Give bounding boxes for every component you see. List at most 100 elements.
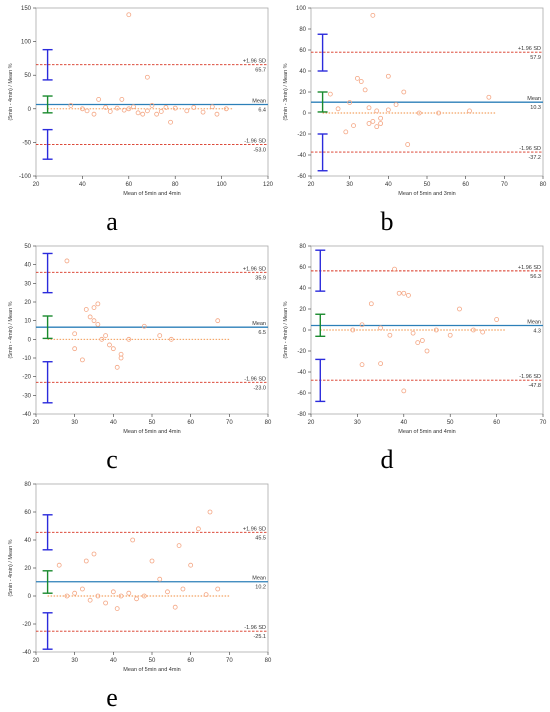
x-tick-label: 60 — [462, 182, 469, 188]
data-point — [84, 108, 90, 114]
mean-label: Mean — [252, 98, 266, 104]
data-point — [141, 323, 147, 329]
data-point — [103, 105, 108, 110]
data-point — [157, 576, 163, 582]
data-point — [114, 364, 120, 370]
data-point — [188, 562, 194, 568]
y-tick-label: 100 — [296, 6, 307, 12]
data-point — [107, 109, 113, 114]
lower-loa-value: -47.8 — [528, 383, 541, 389]
y-axis-label: (5min - 4min) / Mean % — [8, 301, 14, 358]
data-point — [149, 103, 155, 108]
data-point — [95, 301, 101, 307]
data-point — [406, 292, 411, 298]
data-point — [405, 142, 411, 147]
x-tick-label: 70 — [540, 420, 547, 426]
data-point — [114, 105, 120, 111]
y-tick-label: 60 — [299, 265, 306, 271]
lower-loa-value: -37.2 — [528, 155, 541, 161]
y-tick-label: -20 — [22, 375, 31, 381]
data-point — [393, 102, 399, 107]
data-point — [378, 325, 383, 331]
data-point — [358, 79, 364, 84]
data-point — [107, 342, 112, 348]
data-point — [103, 333, 108, 338]
data-point — [95, 322, 101, 327]
x-tick-label: 40 — [400, 420, 407, 426]
data-point — [327, 91, 333, 97]
data-point — [424, 348, 430, 354]
data-point — [126, 12, 132, 18]
data-point — [370, 12, 376, 18]
x-tick-label: 40 — [110, 658, 117, 664]
data-point — [392, 266, 397, 272]
data-point — [335, 106, 341, 112]
mean-label: Mean — [527, 96, 541, 102]
data-point — [350, 327, 356, 333]
data-point — [374, 124, 380, 130]
y-tick-label: -40 — [22, 650, 31, 656]
data-point — [168, 119, 173, 125]
lower-loa-label: -1.96 SD — [244, 376, 266, 382]
lower-loa-label: -1.96 SD — [244, 625, 266, 631]
panel-letter: e — [106, 683, 118, 712]
y-tick-label: 40 — [299, 69, 306, 75]
x-tick-label: 70 — [501, 182, 508, 188]
data-point — [121, 107, 127, 113]
data-point — [415, 340, 421, 345]
x-tick-label: 30 — [71, 658, 78, 664]
y-axis-label: (5min - 4min) / Mean % — [8, 539, 14, 596]
data-point — [91, 551, 97, 557]
data-point — [56, 562, 62, 568]
upper-loa-value: 57.9 — [530, 55, 541, 61]
lower-loa-value: -53.0 — [253, 147, 266, 153]
data-point — [172, 604, 178, 610]
data-point — [91, 318, 97, 324]
chart-c: -40 -30 -20 -10 0 10 20 30 40 50 20 30 40 50 60 70 80 Mea… — [8, 244, 272, 474]
chart-d: -80 -60 -40 -20 0 20 40 60 80 20 30 40 50 60 70 Mean of… — [283, 244, 547, 474]
data-point — [80, 357, 85, 363]
upper-loa-label: +1.96 SD — [518, 46, 541, 52]
x-tick-label: 50 — [447, 420, 454, 426]
data-point — [433, 327, 439, 333]
x-tick-label: 80 — [265, 420, 272, 426]
y-tick-label: 50 — [24, 73, 31, 79]
data-point — [362, 87, 368, 93]
mean-value: 6.4 — [258, 107, 266, 113]
y-tick-label: 20 — [24, 566, 31, 572]
y-tick-label: -40 — [297, 153, 306, 159]
data-point — [215, 318, 221, 324]
x-tick-label: 50 — [149, 420, 156, 426]
data-point — [359, 322, 365, 328]
chart-b: -60 -40 -20 0 20 40 60 80 100 20 30 40 50 60 70 80 Mean … — [283, 6, 547, 236]
plot-frame — [35, 7, 269, 177]
data-point — [351, 123, 356, 128]
x-tick-label: 70 — [226, 420, 233, 426]
data-point — [410, 330, 416, 336]
data-point — [396, 290, 402, 296]
upper-loa-label: +1.96 SD — [243, 526, 266, 532]
lower-loa-label: -1.96 SD — [244, 138, 266, 144]
x-tick-label: 40 — [79, 182, 86, 188]
panel-b: -60 -40 -20 0 20 40 60 80 100 20 30 40 50 60 70 80 Mean … — [275, 0, 547, 236]
data-point — [126, 336, 132, 342]
data-point — [447, 332, 453, 338]
panel-letter: b — [381, 207, 394, 236]
y-tick-label: -10 — [22, 356, 31, 362]
y-tick-label: -40 — [22, 412, 31, 418]
x-tick-label: 50 — [149, 658, 156, 664]
data-point — [416, 110, 422, 116]
x-tick-label: 100 — [217, 182, 228, 188]
upper-loa-label: +1.96 SD — [243, 266, 266, 272]
plot-frame — [310, 7, 544, 177]
x-tick-label: 120 — [263, 182, 274, 188]
data-point — [64, 258, 70, 264]
data-point — [378, 115, 383, 121]
mean-value: 6.5 — [258, 330, 266, 336]
x-tick-label: 20 — [308, 420, 315, 426]
y-tick-label: 0 — [28, 337, 32, 343]
data-point — [419, 338, 425, 343]
data-point — [494, 317, 500, 322]
panel-a: -100 -50 0 50 100 150 20 40 60 80 100 120 Mean of 5m… — [0, 0, 274, 236]
